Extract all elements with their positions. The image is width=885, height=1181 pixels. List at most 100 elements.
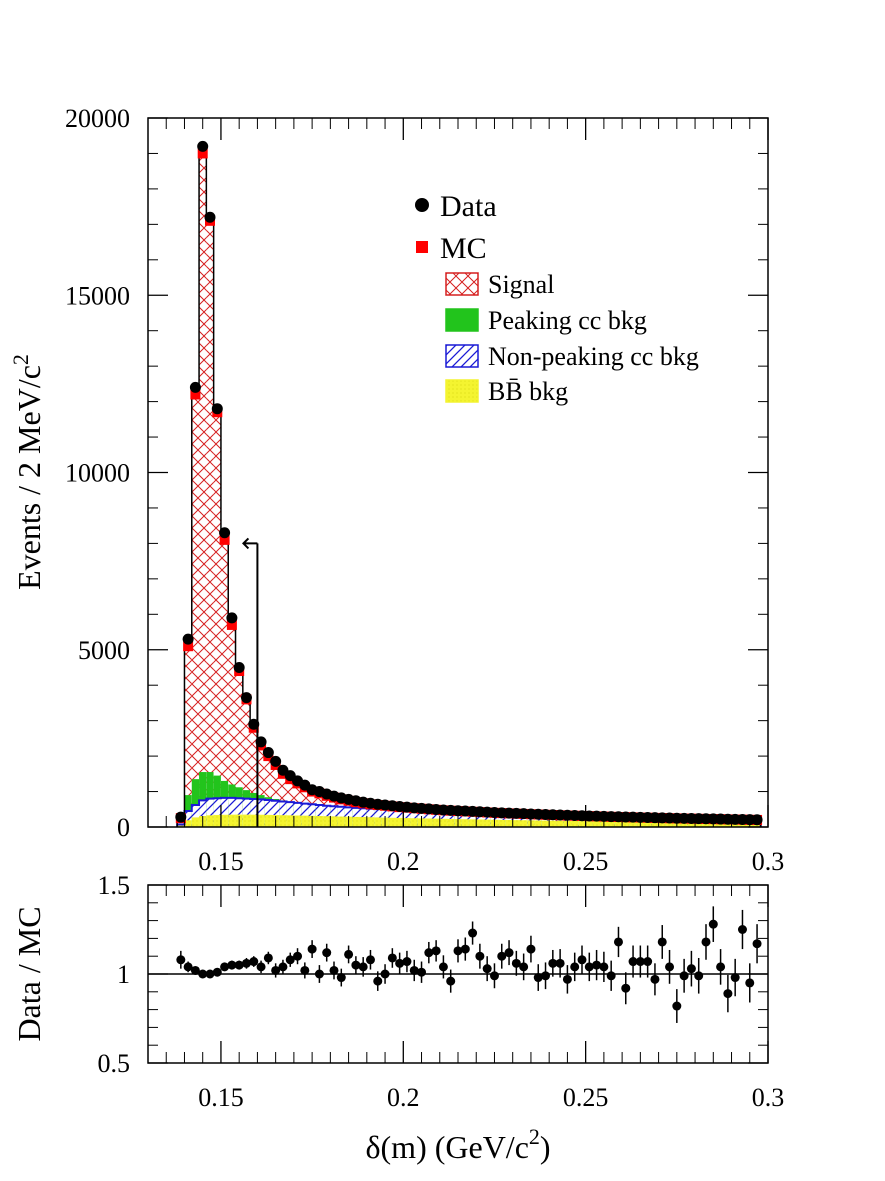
x-tick-label: 0.2 <box>387 847 420 876</box>
legend-signal-label: Signal <box>488 270 554 299</box>
bb-bkg-bar <box>220 814 229 827</box>
ratio-point <box>686 964 696 974</box>
bb-bkg-bar <box>323 816 331 827</box>
bb-bkg-bar <box>330 816 338 827</box>
bb-bkg-bar <box>622 821 630 827</box>
mc-point <box>219 534 230 545</box>
ratio-point <box>234 960 244 970</box>
data-point <box>262 747 274 759</box>
ratio-point <box>190 965 200 975</box>
nonpeaking-bkg-bar <box>213 798 221 827</box>
signal-bar <box>264 756 272 827</box>
ratio-y-axis-title: Data / MC <box>11 906 47 1041</box>
ratio-point <box>548 958 558 968</box>
bb-bkg-bar <box>468 819 477 827</box>
bb-bkg-bar <box>716 822 725 827</box>
main-plot-panel: 0 5000 10000 15000 20000 0.15 0.2 0.25 0.3 Event… <box>8 104 784 876</box>
bb-bkg-bar <box>585 821 593 827</box>
ratio-point <box>344 949 354 959</box>
signal-window-arrow <box>241 537 258 550</box>
data-point <box>751 814 763 826</box>
ratio-point <box>307 944 317 954</box>
x-tick-label: 0.25 <box>563 1083 609 1112</box>
ratio-point <box>453 946 463 956</box>
ratio-point <box>555 958 565 968</box>
x-tick-label: 0.15 <box>198 1083 244 1112</box>
nonpeaking-bkg-bar <box>264 800 272 827</box>
ratio-point <box>665 962 675 972</box>
ratio-y-tick-label: 1.5 <box>98 871 131 900</box>
bb-bkg-bar <box>520 820 528 827</box>
bb-bkg-bar <box>665 822 674 827</box>
bb-bkg-bar <box>512 820 520 827</box>
signal-bar <box>250 727 258 827</box>
ratio-point <box>708 919 718 929</box>
ratio-point <box>300 965 310 975</box>
data-point <box>211 403 223 415</box>
ratio-point <box>497 951 507 961</box>
ratio-point <box>293 951 303 961</box>
ratio-point <box>599 962 609 972</box>
bb-bkg-bar <box>483 819 491 827</box>
signal-bar <box>206 220 214 827</box>
ratio-point <box>672 1001 682 1011</box>
bb-bkg-bar <box>439 818 448 827</box>
signal-bar <box>220 539 229 827</box>
peaking-bkg-bar <box>191 779 200 827</box>
y-tick-label: 10000 <box>65 459 130 488</box>
data-point <box>240 692 252 704</box>
bb-bkg-bar <box>337 816 345 827</box>
bb-bkg-bar <box>498 819 506 827</box>
legend-peaking-label: Peaking cc bkg <box>488 306 647 335</box>
bb-bkg-bar <box>286 815 294 827</box>
ratio-point <box>438 962 448 972</box>
nonpeaking-bkg-bar <box>206 798 214 827</box>
ratio-point <box>730 973 740 983</box>
data-point <box>175 811 187 823</box>
ratio-point <box>351 960 361 970</box>
bb-bkg-bar <box>374 817 382 827</box>
x-tick-label: 0.2 <box>387 1083 420 1112</box>
bb-bkg-bar <box>184 820 192 827</box>
data-point <box>226 612 238 624</box>
ratio-y-tick-label: 0.5 <box>98 1049 131 1078</box>
ratio-point <box>212 967 222 977</box>
data-point <box>204 211 216 223</box>
x-tick-label: 0.25 <box>563 847 609 876</box>
ratio-point <box>373 976 383 986</box>
nonpeaking-bkg-bar <box>191 805 200 827</box>
nonpeaking-bkg-bar <box>279 801 287 827</box>
bb-bkg-bar <box>366 817 375 827</box>
ratio-point <box>526 944 536 954</box>
ratio-point <box>409 965 419 975</box>
bb-bkg-bar <box>250 814 258 827</box>
x-tick-label: 0.3 <box>752 1083 785 1112</box>
ratio-point <box>650 974 660 984</box>
x-tick-label: 0.15 <box>198 847 244 876</box>
bb-bkg-bar <box>352 816 360 827</box>
ratio-point <box>570 962 580 972</box>
bb-bkg-bar <box>658 822 666 827</box>
signal-bar <box>228 624 236 827</box>
bb-bkg-bar <box>541 820 550 827</box>
bb-bkg-bar <box>614 821 623 827</box>
legend-signal-swatch <box>445 272 479 296</box>
ratio-point <box>592 960 602 970</box>
bb-bkg-bar <box>410 818 418 827</box>
signal-bar <box>257 745 265 827</box>
data-point <box>197 140 209 152</box>
ratio-point <box>424 948 434 958</box>
ratio-point <box>431 946 441 956</box>
mc-point <box>226 619 237 630</box>
nonpeaking-bkg-bar <box>286 802 294 827</box>
ratio-point <box>358 962 368 972</box>
ratio-point <box>577 955 587 965</box>
bb-bkg-bar <box>432 818 440 827</box>
ratio-point <box>336 973 346 983</box>
bb-bkg-bar <box>264 814 272 827</box>
signal-bar <box>242 699 251 827</box>
bb-bkg-bar <box>447 818 455 827</box>
